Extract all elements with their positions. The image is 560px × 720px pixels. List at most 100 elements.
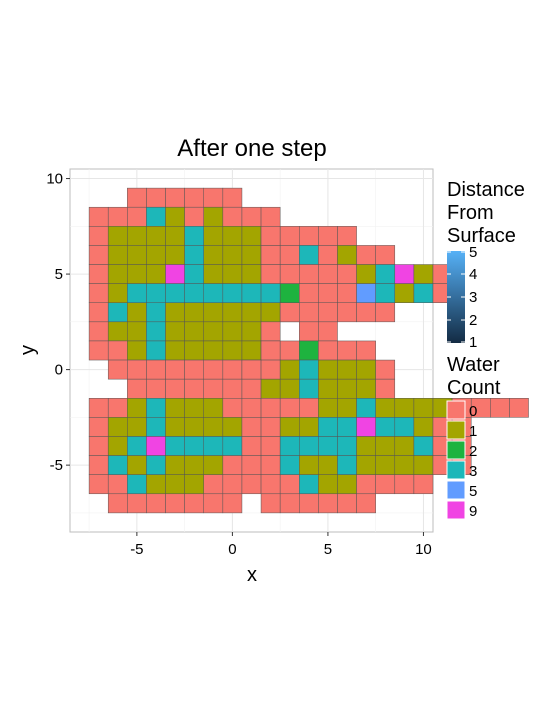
heatmap-tile bbox=[184, 206, 204, 227]
heatmap-tile bbox=[413, 283, 434, 303]
heatmap-tile bbox=[222, 264, 243, 284]
heatmap-tile bbox=[394, 455, 415, 475]
heatmap-tile bbox=[165, 245, 185, 265]
heatmap-tile bbox=[375, 436, 396, 456]
heatmap-tile bbox=[241, 206, 262, 227]
heatmap-tile bbox=[184, 474, 204, 495]
heatmap-tile bbox=[337, 340, 357, 361]
heatmap-tile bbox=[165, 226, 185, 246]
heatmap-tile bbox=[337, 264, 357, 284]
heatmap-tile bbox=[279, 474, 300, 495]
axes: -5 0 5 10 -5 0 5 10 bbox=[46, 171, 431, 558]
heatmap-tile bbox=[394, 283, 415, 303]
heatmap-tile bbox=[203, 359, 224, 380]
heatmap-tile bbox=[279, 436, 300, 456]
heatmap-tile bbox=[241, 340, 262, 361]
heatmap-tile bbox=[337, 436, 357, 456]
heatmap-tile bbox=[127, 474, 147, 495]
heatmap-tile bbox=[146, 206, 166, 227]
heatmap-tile bbox=[222, 359, 243, 380]
heatmap-tile bbox=[127, 340, 147, 361]
heatmap-tile bbox=[260, 436, 281, 456]
heatmap-tile bbox=[127, 321, 147, 342]
heatmap-tile bbox=[184, 455, 204, 475]
heatmap-tile bbox=[203, 436, 224, 456]
heatmap-tile bbox=[318, 302, 338, 323]
legend-key bbox=[446, 400, 466, 420]
heatmap-tile bbox=[260, 302, 281, 323]
heatmap-tile bbox=[184, 302, 204, 323]
heatmap-tile bbox=[260, 417, 281, 437]
heatmap-tile bbox=[127, 455, 147, 475]
heatmap-tile bbox=[299, 302, 319, 323]
heatmap-tile bbox=[165, 455, 185, 475]
heatmap-tile bbox=[299, 321, 319, 342]
heatmap-tile bbox=[241, 302, 262, 323]
heatmap-tile bbox=[203, 283, 224, 303]
heatmap-tile bbox=[318, 417, 338, 437]
colorbar-label: 4 bbox=[469, 266, 477, 283]
heatmap-tile bbox=[318, 474, 338, 495]
heatmap-tile bbox=[184, 226, 204, 246]
heatmap-tile bbox=[146, 359, 166, 380]
heatmap-tile bbox=[165, 302, 185, 323]
heatmap-tile bbox=[318, 359, 338, 380]
heatmap-tile bbox=[241, 245, 262, 265]
heatmap-tile bbox=[127, 436, 147, 456]
heatmap-tile bbox=[203, 455, 224, 475]
heatmap-tile bbox=[279, 340, 300, 361]
heatmap-tile bbox=[337, 455, 357, 475]
heatmap-tile bbox=[279, 378, 300, 399]
heatmap-tile bbox=[146, 226, 166, 246]
heatmap-tile bbox=[88, 340, 109, 361]
heatmap-tile bbox=[165, 206, 185, 227]
heatmap-tile bbox=[88, 474, 109, 495]
heatmap-tile bbox=[356, 417, 376, 437]
legend-title: Water bbox=[447, 354, 500, 376]
heatmap-tile bbox=[127, 493, 147, 514]
y-tick-label: 10 bbox=[46, 171, 63, 188]
heatmap-tile bbox=[318, 378, 338, 399]
heatmap-tile bbox=[337, 378, 357, 399]
heatmap-tile bbox=[222, 455, 243, 475]
heatmap-tile bbox=[394, 474, 415, 495]
heatmap-tile bbox=[260, 226, 281, 246]
heatmap-tile bbox=[413, 455, 434, 475]
heatmap-tile bbox=[88, 264, 109, 284]
heatmap-tile bbox=[146, 398, 166, 418]
heatmap-tile bbox=[318, 245, 338, 265]
legend-label: 2 bbox=[469, 443, 477, 460]
heatmap-tile bbox=[413, 436, 434, 456]
heatmap-tile bbox=[165, 493, 185, 514]
heatmap-tile bbox=[241, 283, 262, 303]
heatmap-tile bbox=[260, 493, 281, 514]
heatmap-tile bbox=[318, 283, 338, 303]
legend-title: Count bbox=[447, 377, 501, 399]
heatmap-tile bbox=[146, 455, 166, 475]
colorbar-label: 3 bbox=[469, 289, 477, 306]
heatmap-tile bbox=[337, 474, 357, 495]
heatmap-tile bbox=[318, 436, 338, 456]
heatmap-tile bbox=[299, 340, 319, 361]
heatmap-tile bbox=[241, 417, 262, 437]
heatmap-tile bbox=[203, 378, 224, 399]
heatmap-tile bbox=[299, 455, 319, 475]
heatmap-tile bbox=[107, 226, 128, 246]
y-axis-label: y bbox=[17, 345, 39, 355]
legend-label: 0 bbox=[469, 403, 477, 420]
heatmap-tile bbox=[279, 283, 300, 303]
heatmap-tile bbox=[299, 359, 319, 380]
heatmap-tile bbox=[260, 359, 281, 380]
heatmap-tile bbox=[279, 493, 300, 514]
y-tick-label: 0 bbox=[55, 362, 63, 379]
legend-title: Surface bbox=[447, 225, 516, 247]
heatmap-tile bbox=[146, 417, 166, 437]
heatmap-tile bbox=[241, 359, 262, 380]
legend-key bbox=[446, 500, 466, 520]
heatmap-tile bbox=[356, 340, 376, 361]
colorbar-label: 1 bbox=[469, 334, 477, 351]
heatmap-tile bbox=[88, 455, 109, 475]
heatmap-tile bbox=[241, 264, 262, 284]
heatmap-tile bbox=[107, 245, 128, 265]
